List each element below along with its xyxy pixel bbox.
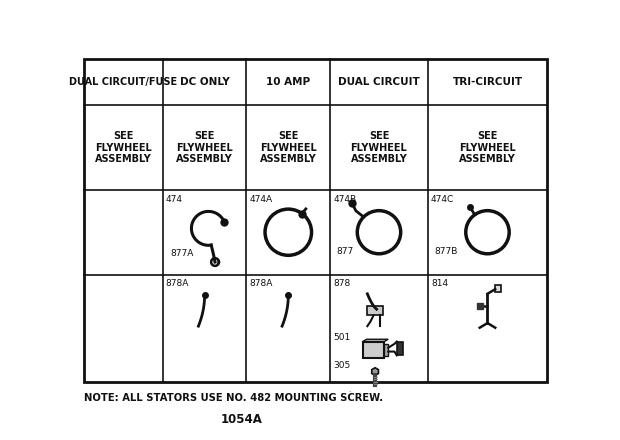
Text: SEE
FLYWHEEL
ASSEMBLY: SEE FLYWHEEL ASSEMBLY — [459, 131, 516, 164]
Text: 474C: 474C — [431, 194, 454, 204]
Bar — [363, 341, 384, 359]
Text: 305: 305 — [334, 361, 350, 370]
Text: SEE
FLYWHEEL
ASSEMBLY: SEE FLYWHEEL ASSEMBLY — [95, 131, 152, 164]
Text: NOTE: ALL STATORS USE NO. 482 MOUNTING SCREW.: NOTE: ALL STATORS USE NO. 482 MOUNTING S… — [84, 393, 383, 403]
Text: DUAL CIRCUIT: DUAL CIRCUIT — [338, 77, 420, 87]
Text: 474B: 474B — [334, 194, 356, 204]
Text: 878A: 878A — [249, 279, 273, 288]
Polygon shape — [372, 368, 378, 375]
Text: SEE
FLYWHEEL
ASSEMBLY: SEE FLYWHEEL ASSEMBLY — [176, 131, 233, 164]
Text: 814: 814 — [431, 279, 448, 288]
Polygon shape — [260, 414, 267, 424]
Text: SEE
FLYWHEEL
ASSEMBLY: SEE FLYWHEEL ASSEMBLY — [350, 131, 407, 164]
Text: 877A: 877A — [170, 249, 194, 257]
Text: DC ONLY: DC ONLY — [180, 77, 229, 87]
Text: TRI-CIRCUIT: TRI-CIRCUIT — [453, 77, 523, 87]
Polygon shape — [363, 339, 388, 341]
Bar — [384, 344, 388, 356]
Text: 474A: 474A — [249, 194, 273, 204]
Text: SEE
FLYWHEEL
ASSEMBLY: SEE FLYWHEEL ASSEMBLY — [260, 131, 317, 164]
Text: 501: 501 — [334, 333, 350, 342]
Text: 878A: 878A — [166, 279, 189, 288]
Bar — [495, 285, 502, 291]
Text: 877: 877 — [336, 247, 353, 256]
Bar — [397, 341, 403, 356]
Text: 10 AMP: 10 AMP — [266, 77, 311, 87]
Text: 1054A: 1054A — [221, 413, 263, 426]
Text: 474: 474 — [166, 194, 183, 204]
Text: 877B: 877B — [434, 247, 458, 256]
Bar — [367, 306, 383, 315]
Text: DUAL CIRCUIT/FUSE: DUAL CIRCUIT/FUSE — [69, 77, 177, 87]
Text: 878: 878 — [334, 279, 350, 288]
